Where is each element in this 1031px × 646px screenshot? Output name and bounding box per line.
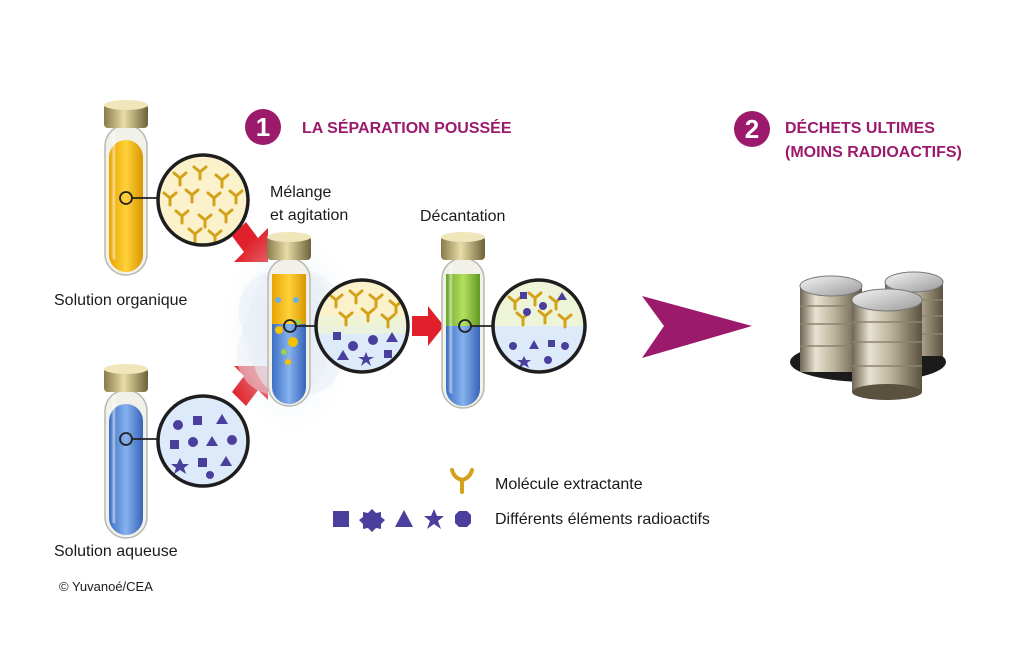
aqueous-magnifier — [156, 394, 250, 488]
step1-title: LA SÉPARATION POUSSÉE — [302, 120, 512, 137]
legend-elements-label: Différents éléments radioactifs — [495, 511, 710, 528]
credit: © Yuvanoé/CEA — [59, 579, 153, 594]
step2-badge: 2 — [734, 111, 770, 147]
legend-molecule-label: Molécule extractante — [495, 476, 643, 493]
waste-drums-icon — [790, 271, 946, 400]
arrow-to-waste-icon — [642, 296, 752, 358]
gear-icon — [359, 509, 385, 532]
decantation-tube-icon — [441, 232, 494, 409]
mixing-tube-icon — [220, 220, 360, 440]
mixing-label-line2: et agitation — [270, 207, 349, 224]
decantation-magnifier — [491, 278, 587, 374]
step2-title-line2: (MOINS RADIOACTIFS) — [785, 144, 962, 161]
aqueous-label: Solution aqueuse — [54, 543, 178, 560]
organic-tube-icon — [104, 100, 158, 276]
legend-elements-icons — [333, 509, 471, 532]
step1-badge: 1 — [245, 109, 281, 145]
mixing-label-line1: Mélange — [270, 184, 332, 201]
octagon-icon — [455, 511, 471, 527]
step2-title-line1: DÉCHETS ULTIMES — [785, 120, 935, 137]
arrow-decant — [412, 306, 444, 346]
square-icon — [333, 511, 349, 527]
aqueous-tube-icon — [104, 364, 158, 539]
mixing-magnifier — [314, 278, 410, 374]
organic-label: Solution organique — [54, 292, 188, 309]
star-icon — [424, 509, 444, 529]
organic-magnifier — [156, 153, 250, 247]
decantation-label: Décantation — [420, 208, 506, 225]
legend-molecule-icon — [450, 468, 474, 494]
triangle-icon — [395, 510, 413, 527]
